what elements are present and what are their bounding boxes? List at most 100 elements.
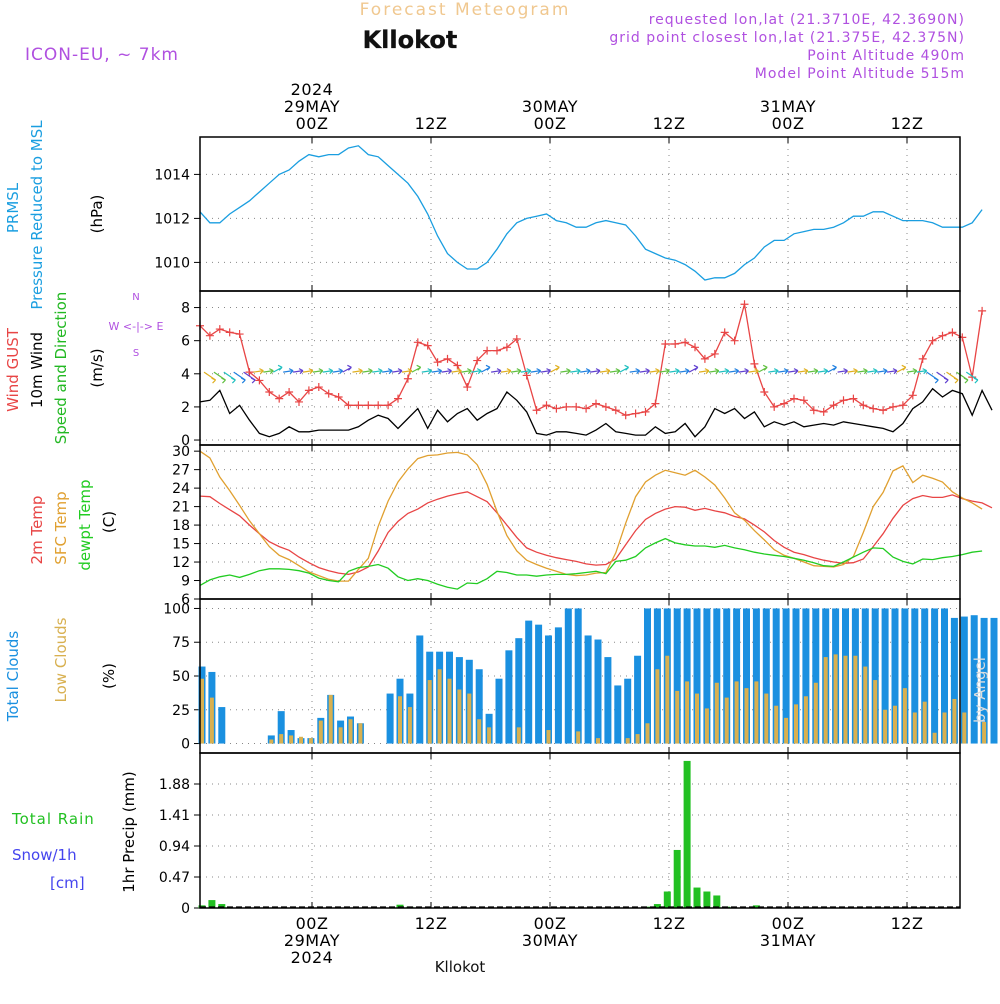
total-cloud-bar (743, 608, 750, 744)
gust-marker (552, 404, 561, 413)
low-cloud-bar (487, 727, 492, 744)
low-cloud-bar (823, 657, 828, 744)
wind-vector (590, 370, 601, 373)
low-cloud-bar (655, 669, 660, 744)
compass-s: S (133, 348, 139, 359)
snow-unit-label: [cm] (50, 874, 85, 892)
wind-dir-label: Speed and Direction (52, 292, 70, 445)
y-tick-label: 25 (172, 703, 190, 719)
time-label: 30MAY (522, 931, 578, 950)
total-cloud-bar (960, 616, 968, 744)
gust-marker (978, 306, 987, 315)
time-label: 12Z (653, 914, 686, 933)
gust-marker (968, 373, 977, 382)
low-cloud-bar (982, 721, 987, 744)
wind-vector-head (308, 368, 314, 375)
time-label: 00Z (772, 914, 805, 933)
low-cloud-bar (843, 655, 848, 744)
y-tick-label: 0.94 (159, 839, 190, 855)
wind-vector-head (407, 368, 413, 375)
total-cloud-bar (554, 627, 562, 744)
low-cloud-bar (794, 704, 798, 744)
wind-vector-head (457, 368, 462, 375)
low-cloud-bar (516, 727, 521, 744)
gust-marker (453, 361, 462, 370)
point-altitude: Point Altitude 490m (807, 48, 965, 64)
wind-vector (708, 370, 719, 373)
y-tick-label: 30 (172, 444, 190, 460)
gust-marker (225, 328, 234, 337)
low-cloud-bar (883, 709, 888, 744)
y-tick-label: 4 (181, 367, 190, 383)
model-name: ICON-EU, ~ 7km (25, 45, 179, 65)
wind-vector-head (684, 368, 690, 375)
wind-vector (639, 370, 650, 373)
gust-marker (413, 338, 422, 347)
gust-marker (502, 343, 511, 352)
total-cloud-label: Total Clouds (4, 631, 22, 723)
wind-vector (560, 370, 571, 373)
gust-marker (285, 388, 294, 397)
wind-vector-head (843, 368, 848, 375)
wind-vector (609, 370, 620, 373)
wind-vector-head (853, 368, 858, 375)
wind-vector-head (318, 368, 324, 375)
wind-vector-head (506, 368, 512, 375)
low-cloud-bar (952, 698, 957, 744)
wind-vector (877, 370, 888, 373)
wind-vector (283, 370, 294, 373)
total-cloud-bar (475, 669, 483, 744)
wind-vector-head (624, 364, 630, 371)
wind-vector-head (231, 377, 236, 384)
low-cloud-bar (893, 705, 897, 744)
wind-vector-head (901, 364, 907, 371)
wind-vector (510, 370, 521, 373)
time-label: 00Z (534, 914, 567, 933)
wind-vector-head (516, 368, 522, 375)
gust-marker (295, 397, 303, 406)
wind-vector-head (575, 368, 581, 375)
wind-vector (857, 370, 868, 373)
gust-marker (908, 391, 917, 400)
wind-vector (431, 370, 442, 373)
wind-vector-head (973, 377, 979, 384)
wind-vector (906, 370, 917, 373)
gust-marker (809, 406, 818, 415)
rain-bar (693, 887, 701, 908)
rain-bar (752, 905, 760, 908)
gust-marker (631, 409, 640, 418)
sfc-label: SFC Temp (52, 491, 70, 564)
wind-vector-head (358, 368, 363, 375)
y-tick-label: 1012 (154, 211, 190, 227)
gust-marker (324, 389, 333, 398)
total-cloud-bar (970, 615, 978, 744)
low-cloud-bar (447, 678, 452, 744)
wind-vector-head (744, 368, 749, 375)
wind-vector-head (387, 368, 393, 375)
wind-vector (293, 370, 304, 373)
wind-vector (867, 370, 878, 373)
wind-vector (788, 370, 799, 373)
low-cloud-bar (338, 727, 343, 744)
total-cloud-bar (644, 608, 651, 744)
wind-vector-head (536, 368, 542, 375)
gust-marker (542, 401, 551, 410)
low-cloud-bar (695, 693, 699, 744)
gust-marker (384, 401, 393, 410)
wind-vector (263, 370, 274, 373)
low-cloud-bar (576, 731, 581, 744)
rain-bar (208, 900, 216, 908)
total-cloud-bar (950, 617, 958, 744)
total-cloud-bar (911, 608, 919, 744)
low-cloud-bar (318, 720, 323, 744)
y-tick-label: 21 (172, 500, 190, 516)
total-cloud-bar (881, 608, 889, 744)
gust-marker (235, 330, 244, 339)
total-cloud-bar (386, 693, 394, 744)
time-label: 00Z (772, 114, 805, 133)
wind-vector (362, 370, 373, 373)
wind-vector-head (585, 368, 591, 375)
gust-marker (849, 394, 858, 403)
time-label: 30MAY (522, 97, 578, 116)
